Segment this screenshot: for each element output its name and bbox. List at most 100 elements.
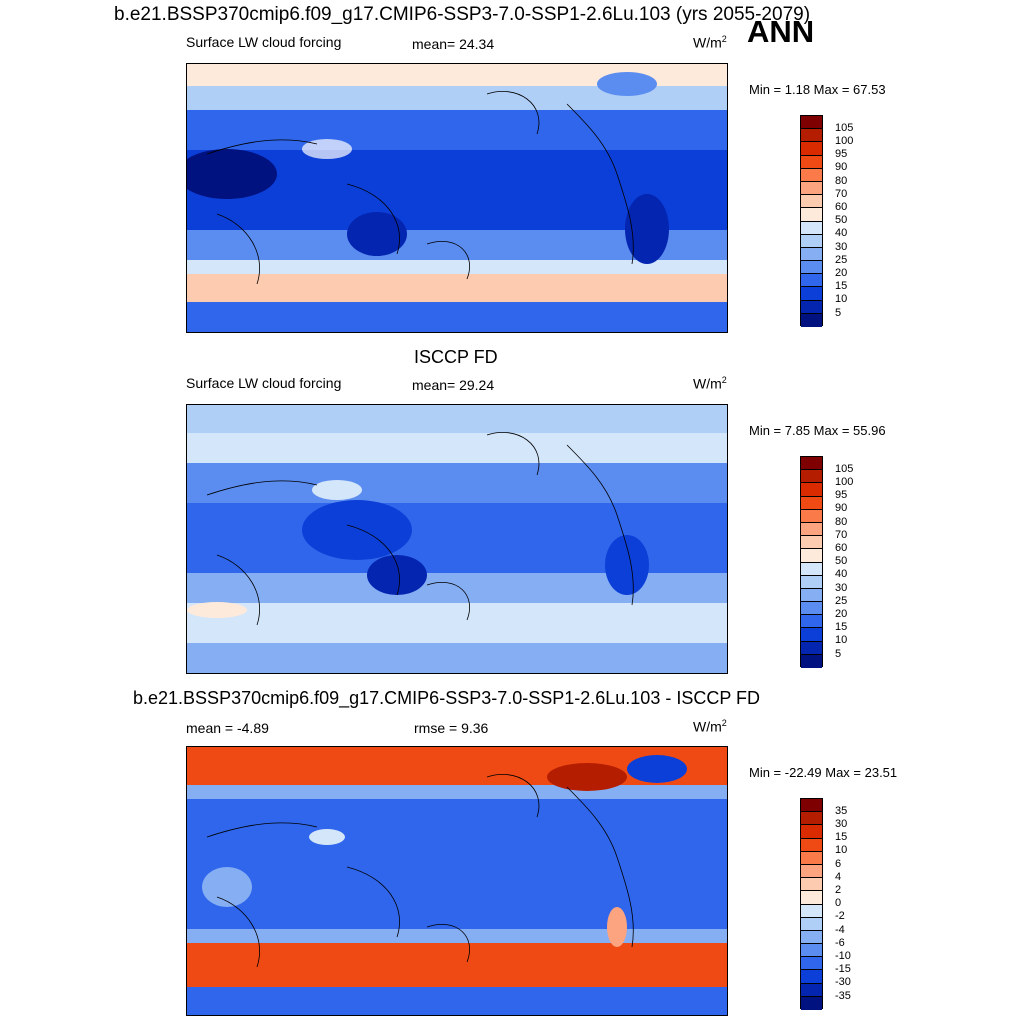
colorbar-segment [801,195,822,209]
colorbar-tick-label: -4 [835,923,845,936]
colorbar-tick-label: 20 [835,607,848,620]
colorbar-segment [801,864,822,879]
colorbar-segment [801,878,822,892]
colorbar-tick-label: 10 [835,844,848,857]
panel2-variable-label: Surface LW cloud forcing [186,375,342,391]
colorbar-tick-label: 15 [835,831,848,844]
colorbar-segment [801,155,822,169]
colorbar-tick-label: 10 [835,634,848,647]
colorbar-tick-label: 5 [835,647,842,660]
colorbar-tick-label: 95 [835,489,848,502]
colorbar-tick-label: 15 [835,621,848,634]
panel2-title: ISCCP FD [414,347,498,367]
colorbar-tick-label: -2 [835,910,845,923]
colorbar-tick-label: 100 [835,475,854,488]
colorbar-tick-label: 70 [835,528,848,541]
colorbar-segment [801,588,822,603]
colorbar-tick-label: 95 [835,148,848,161]
panel3-map [186,746,728,1016]
colorbar-segment [801,208,822,222]
colorbar-tick-label: -10 [835,949,851,962]
colorbar-segment [801,812,822,826]
colorbar-segment [801,957,822,971]
panel1-map [186,63,728,333]
colorbar-tick-label: 90 [835,161,848,174]
colorbar-segment [801,930,822,945]
colorbar-segment [801,996,822,1010]
colorbar-segment [801,261,822,275]
colorbar-tick-label: 5 [835,306,842,319]
colorbar-segment [801,575,822,589]
colorbar-segment [801,483,822,497]
panel3-colorbar-strip [800,798,823,1010]
panel2-colorbar-strip [800,456,823,668]
colorbar-tick-label: 40 [835,227,848,240]
colorbar-tick-label: 90 [835,502,848,515]
colorbar-segment [801,168,822,182]
colorbar-segment [801,181,822,196]
colorbar-tick-label: 2 [835,883,842,896]
panel1-colorbar-strip [800,115,823,327]
colorbar-segment [801,549,822,563]
colorbar-segment [801,641,822,655]
panel3-rmse-label: rmse = 9.36 [414,720,489,736]
figure-title: b.e21.BSSP370cmip6.f09_g17.CMIP6-SSP3-7.… [114,4,811,25]
colorbar-segment [801,615,822,629]
colorbar-tick-label: -6 [835,936,845,949]
colorbar-segment [801,970,822,984]
colorbar-tick-label: -15 [835,963,851,976]
colorbar-segment [801,116,822,130]
panel1-minmax: Min = 1.18 Max = 67.53 [749,82,886,97]
colorbar-segment [801,904,822,918]
colorbar-tick-label: 20 [835,266,848,279]
colorbar-tick-label: 100 [835,134,854,147]
panel1-mean-label: mean= 24.34 [412,36,495,52]
panel2-units: W/m2 [693,375,727,392]
colorbar-tick-label: 70 [835,187,848,200]
colorbar-segment [801,496,822,510]
colorbar-segment [801,562,822,576]
colorbar-tick-label: 4 [835,870,842,883]
colorbar-tick-label: 50 [835,555,848,568]
panel1-variable-label: Surface LW cloud forcing [186,34,342,50]
colorbar-segment [801,654,822,668]
season-label: ANN [747,14,815,49]
panel3-minmax: Min = -22.49 Max = 23.51 [749,765,898,780]
colorbar-segment [801,300,822,314]
panel2-mean-label: mean= 29.24 [412,377,495,393]
colorbar-segment [801,247,822,262]
colorbar-segment [801,536,822,550]
colorbar-tick-label: 6 [835,857,842,870]
colorbar-tick-label: 35 [835,804,848,817]
colorbar-tick-label: 25 [835,253,848,266]
colorbar-tick-label: 50 [835,214,848,227]
colorbar-segment [801,457,822,471]
colorbar-segment [801,628,822,642]
colorbar-segment [801,129,822,143]
panel3-title: b.e21.BSSP370cmip6.f09_g17.CMIP6-SSP3-7.… [133,688,761,708]
colorbar-tick-label: 60 [835,541,848,554]
colorbar-tick-label: 40 [835,568,848,581]
colorbar-tick-label: 25 [835,594,848,607]
panel3-units: W/m2 [693,718,727,735]
colorbar-segment [801,891,822,905]
colorbar-segment [801,838,822,852]
colorbar-tick-label: 30 [835,581,848,594]
colorbar-segment [801,851,822,865]
colorbar-segment [801,142,822,156]
colorbar-tick-label: 15 [835,280,848,293]
colorbar-segment [801,274,822,288]
colorbar-segment [801,825,822,839]
colorbar-segment [801,287,822,301]
colorbar-segment [801,799,822,813]
colorbar-tick-label: 60 [835,200,848,213]
colorbar-tick-label: 105 [835,462,854,475]
colorbar-segment [801,470,822,484]
colorbar-segment [801,944,822,958]
colorbar-tick-label: 30 [835,817,848,830]
panel3-mean-label: mean = -4.89 [186,720,269,736]
panel2-minmax: Min = 7.85 Max = 55.96 [749,423,886,438]
colorbar-tick-label: 30 [835,240,848,253]
colorbar-segment [801,221,822,235]
colorbar-segment [801,522,822,537]
